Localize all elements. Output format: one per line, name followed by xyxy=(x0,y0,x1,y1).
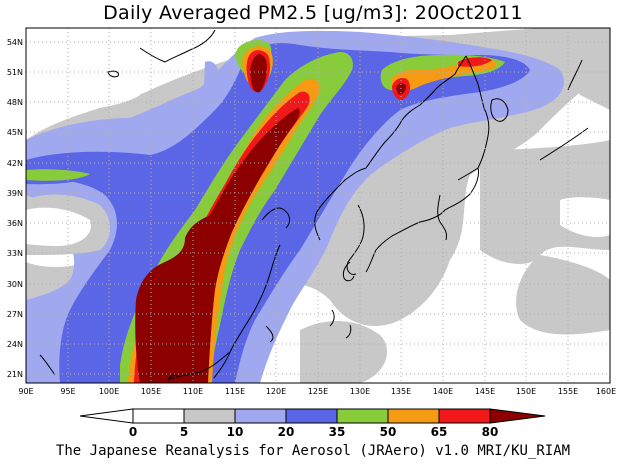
colorbar-label: 10 xyxy=(227,425,244,439)
colorbar-bin xyxy=(438,408,491,424)
lat-tick: 36N xyxy=(7,219,23,228)
map-title: Daily Averaged PM2.5 [ug/m3]: 20Oct2011 xyxy=(103,2,523,24)
lat-tick: 48N xyxy=(7,98,23,107)
lon-tick: 120E xyxy=(266,387,286,396)
lon-tick: 135E xyxy=(391,387,411,396)
lat-tick: 30N xyxy=(7,280,23,289)
contour-gt-80 xyxy=(135,108,300,383)
contour-65-80 xyxy=(458,57,492,67)
contour-10-20 xyxy=(204,61,220,96)
contour-5-10 xyxy=(516,255,610,335)
lon-tick: 95E xyxy=(60,387,75,396)
colorbar-bin xyxy=(285,408,338,424)
lon-axis: 90E 95E 100E 105E 110E 115E 120E 125E 13… xyxy=(18,387,616,396)
colorbar-upper-arrow xyxy=(489,408,546,424)
contour-50-65 xyxy=(392,60,497,92)
lat-tick: 45N xyxy=(7,128,23,137)
plot-frame xyxy=(25,27,611,384)
lon-tick: 110E xyxy=(183,387,203,396)
colorbar-label: 65 xyxy=(431,425,448,439)
credit-line: The Japanese Reanalysis for Aerosol (JRA… xyxy=(55,443,571,459)
colorbar-bin xyxy=(387,408,440,424)
colorbar-bin xyxy=(336,408,389,424)
lon-tick: 105E xyxy=(141,387,161,396)
lat-tick: 42N xyxy=(7,159,23,168)
graticule xyxy=(26,28,610,383)
colorbar-label: 5 xyxy=(180,425,188,439)
lat-tick: 51N xyxy=(7,68,23,77)
lat-axis: 54N 51N 48N 45N 42N 39N 36N 33N 30N 27N … xyxy=(7,38,23,379)
contour-gt-80 xyxy=(250,54,267,93)
lon-tick: 150E xyxy=(516,387,536,396)
lon-tick: 160E xyxy=(596,387,616,396)
lat-tick: 33N xyxy=(7,249,23,258)
colorbar-bin xyxy=(234,408,287,424)
colorbar: 0 5 10 20 35 50 65 80 xyxy=(79,408,546,439)
colorbar-label: 50 xyxy=(380,425,397,439)
lat-tick: 24N xyxy=(7,340,23,349)
lon-tick: 140E xyxy=(433,387,453,396)
lat-tick: 54N xyxy=(7,38,23,47)
contour-35-50 xyxy=(26,169,90,181)
lat-tick: 39N xyxy=(7,189,23,198)
lon-tick: 90E xyxy=(18,387,33,396)
lat-tick: 27N xyxy=(7,310,23,319)
contour-5-10 xyxy=(560,30,610,110)
colorbar-label: 20 xyxy=(278,425,295,439)
colorbar-label: 0 xyxy=(129,425,137,439)
pm25-contours xyxy=(26,28,610,383)
lon-tick: 100E xyxy=(99,387,119,396)
lon-tick: 115E xyxy=(225,387,245,396)
lon-tick: 130E xyxy=(350,387,370,396)
lon-tick: 145E xyxy=(475,387,495,396)
colorbar-lower-arrow xyxy=(79,408,134,424)
colorbar-bin xyxy=(183,408,236,424)
colorbar-bin xyxy=(132,408,185,424)
lon-tick: 155E xyxy=(558,387,578,396)
colorbar-label: 35 xyxy=(329,425,346,439)
colorbar-label: 80 xyxy=(482,425,499,439)
contour-5-10 xyxy=(300,320,388,383)
coastlines xyxy=(39,29,589,381)
lon-tick: 125E xyxy=(308,387,328,396)
lat-tick: 21N xyxy=(7,370,23,379)
